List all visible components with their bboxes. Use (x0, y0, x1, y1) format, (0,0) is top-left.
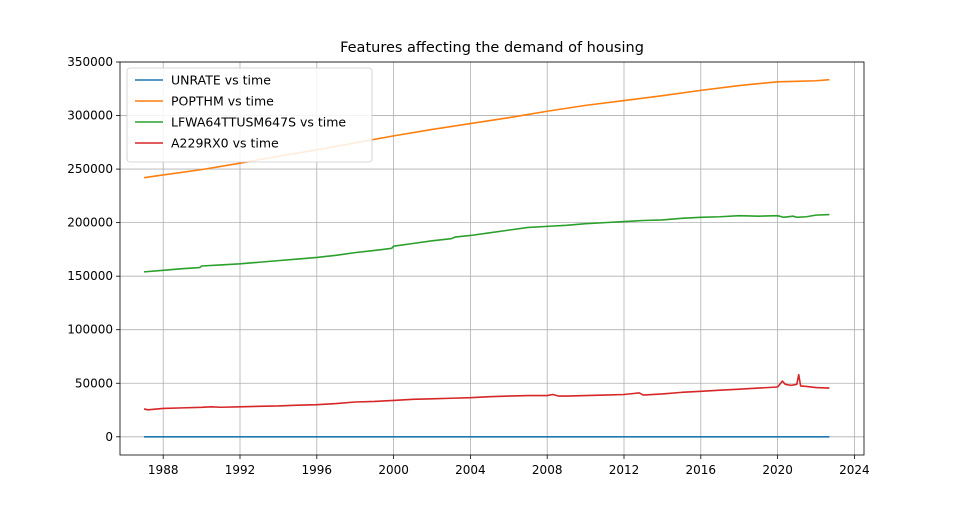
x-tick-label: 2008 (532, 463, 563, 477)
x-tick-label: 1988 (148, 463, 179, 477)
legend-box (126, 67, 373, 163)
y-tick-label: 50000 (75, 376, 113, 390)
chart-title: Features affecting the demand of housing (340, 40, 644, 56)
x-tick-label: 2020 (762, 463, 793, 477)
x-tick-label: 2004 (455, 463, 486, 477)
x-tick-label: 1992 (225, 463, 256, 477)
y-tick-label: 300000 (67, 109, 113, 123)
x-tick-label: 1996 (302, 463, 333, 477)
y-tick-label: 200000 (67, 216, 113, 230)
x-tick-label: 2024 (839, 463, 870, 477)
plot-frame (119, 61, 865, 456)
x-axis: 1988 1992 1996 2000 2004 2008 2012 2016 2020 2024 (148, 455, 870, 477)
series-line-3 (143, 213, 830, 273)
y-tick-label: 150000 (67, 269, 113, 283)
y-tick-label: 250000 (67, 162, 113, 176)
y-tick-label: 350000 (67, 55, 113, 69)
y-axis: 0 50000 100000 150000 200000 250000 300000 3500… (67, 55, 120, 444)
y-tick-label: 100000 (67, 323, 113, 337)
series-line-4 (143, 373, 830, 411)
legend-label: A229RX0 vs time (171, 136, 279, 151)
legend-label: POPTHM vs time (171, 94, 274, 109)
legend-label: LFWA64TTUSM647S vs time (171, 115, 346, 130)
legend: UNRATE vs time POPTHM vs time LFWA64TTUSM6… (126, 67, 373, 163)
x-tick-label: 2000 (378, 463, 409, 477)
y-tick-label: 0 (105, 430, 113, 444)
x-tick-label: 2016 (686, 463, 717, 477)
legend-label: UNRATE vs time (171, 73, 271, 88)
x-tick-label: 2012 (609, 463, 640, 477)
